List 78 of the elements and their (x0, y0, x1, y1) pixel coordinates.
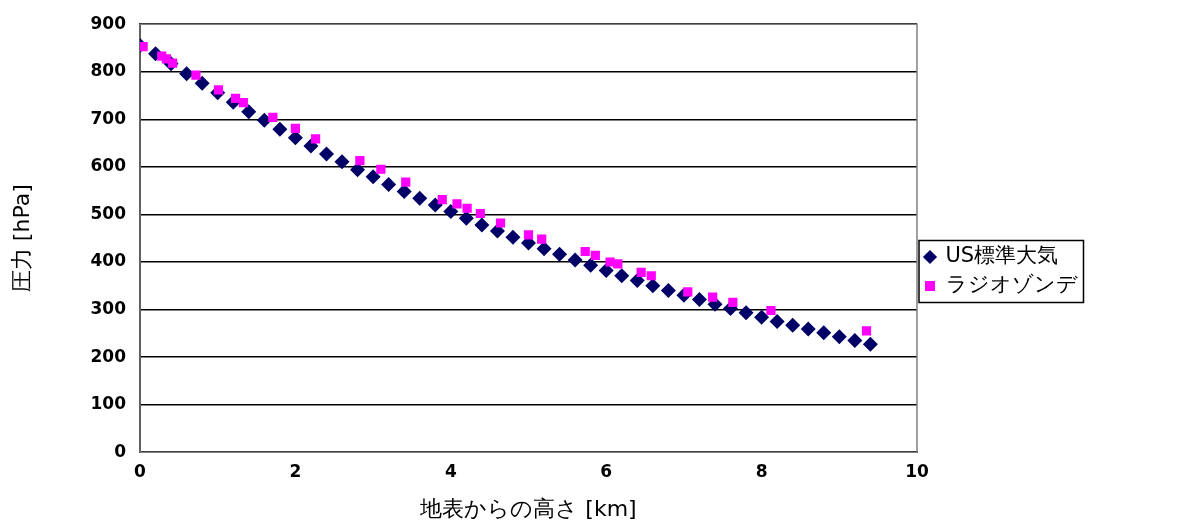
point (376, 164, 386, 174)
point (194, 75, 210, 91)
point (785, 317, 801, 333)
point (629, 273, 645, 289)
point (452, 199, 462, 209)
point (238, 98, 248, 108)
point (645, 278, 661, 294)
point (474, 217, 490, 233)
point (401, 177, 411, 187)
point (475, 208, 485, 219)
point (862, 336, 878, 352)
point (646, 271, 656, 281)
point (728, 297, 738, 307)
legend-label: US標準大気 (945, 243, 1059, 268)
point (583, 257, 599, 273)
y-tick-label: 0 (114, 440, 127, 461)
point (613, 259, 623, 269)
point (318, 146, 334, 162)
y-tick-label: 800 (90, 60, 127, 81)
point (505, 229, 521, 245)
y-tick-label: 200 (90, 345, 127, 366)
point (191, 70, 201, 80)
point (567, 252, 583, 268)
point (381, 176, 397, 192)
y-tick-label: 500 (90, 202, 127, 223)
point (636, 267, 646, 278)
point (268, 112, 278, 123)
point (355, 156, 365, 166)
point (769, 313, 785, 329)
y-tick-label: 900 (90, 12, 127, 33)
point (831, 329, 847, 345)
point (303, 138, 319, 154)
point (847, 332, 863, 348)
point (427, 197, 443, 213)
x-axis-title: 地表からの高さ [km] (419, 495, 637, 521)
point (350, 162, 366, 178)
point (816, 325, 832, 341)
point (660, 283, 676, 299)
point (590, 250, 600, 260)
point (272, 121, 288, 137)
y-tick-label: 600 (90, 155, 127, 176)
point (365, 169, 381, 185)
point (334, 154, 350, 170)
point (523, 230, 534, 240)
x-tick-label: 4 (444, 460, 457, 481)
y-tick-label: 300 (90, 297, 127, 318)
point (412, 190, 428, 206)
x-tick-label: 2 (289, 460, 302, 481)
y-tick-label: 700 (90, 107, 127, 128)
y-axis-title: 圧力 [hPa] (8, 184, 34, 293)
point (443, 204, 459, 220)
point (766, 305, 776, 316)
point (614, 268, 630, 284)
point (861, 326, 872, 336)
point (691, 292, 707, 308)
point (241, 104, 257, 120)
x-tick-label: 8 (755, 460, 768, 481)
legend-label: ラジオゾンデ (945, 272, 1078, 297)
point (536, 241, 552, 257)
point (437, 195, 447, 205)
y-tick-label: 400 (90, 250, 127, 271)
point (462, 203, 472, 213)
point (754, 309, 770, 325)
point (311, 134, 321, 144)
point (552, 246, 568, 262)
point (290, 123, 300, 133)
point (800, 321, 816, 337)
point (580, 246, 590, 257)
point (708, 292, 718, 302)
x-tick-label: 10 (905, 460, 929, 481)
point (537, 234, 547, 244)
point (458, 210, 474, 226)
y-tick-label: 100 (90, 393, 127, 414)
x-tick-label: 0 (134, 460, 147, 481)
point (738, 305, 754, 321)
point (495, 218, 506, 228)
x-tick-label: 6 (600, 460, 613, 481)
point (396, 184, 412, 200)
